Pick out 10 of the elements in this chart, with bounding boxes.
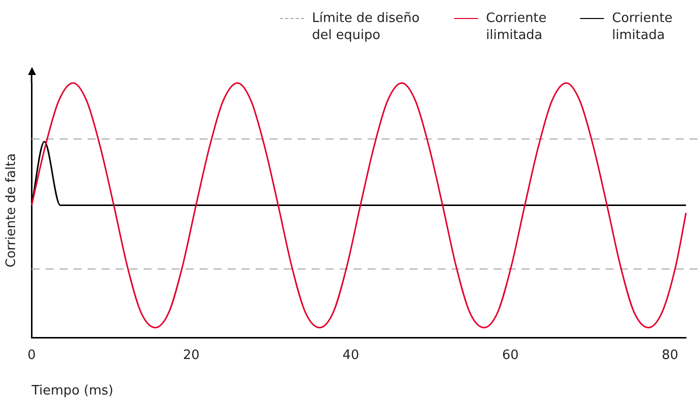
legend-label: Corriente limitada: [612, 10, 674, 44]
legend-label: Límite de diseño del equipo: [312, 10, 421, 44]
legend-label: Corriente ilimitada: [486, 10, 548, 44]
x-tick-label: 60: [502, 348, 519, 363]
x-axis-title: Tiempo (ms): [30, 384, 114, 399]
x-tick-label: 0: [27, 348, 36, 363]
x-tick-label: 80: [662, 348, 678, 363]
y-axis-title: Corriente de falta: [4, 153, 20, 268]
x-tick-label: 40: [342, 348, 360, 363]
x-tick-label: 20: [182, 348, 200, 363]
